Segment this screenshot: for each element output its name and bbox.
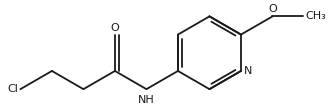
Text: CH₃: CH₃ xyxy=(305,11,326,21)
Text: Cl: Cl xyxy=(8,84,18,94)
Text: O: O xyxy=(268,4,277,14)
Text: O: O xyxy=(111,23,119,33)
Text: N: N xyxy=(243,66,252,76)
Text: NH: NH xyxy=(138,95,155,105)
